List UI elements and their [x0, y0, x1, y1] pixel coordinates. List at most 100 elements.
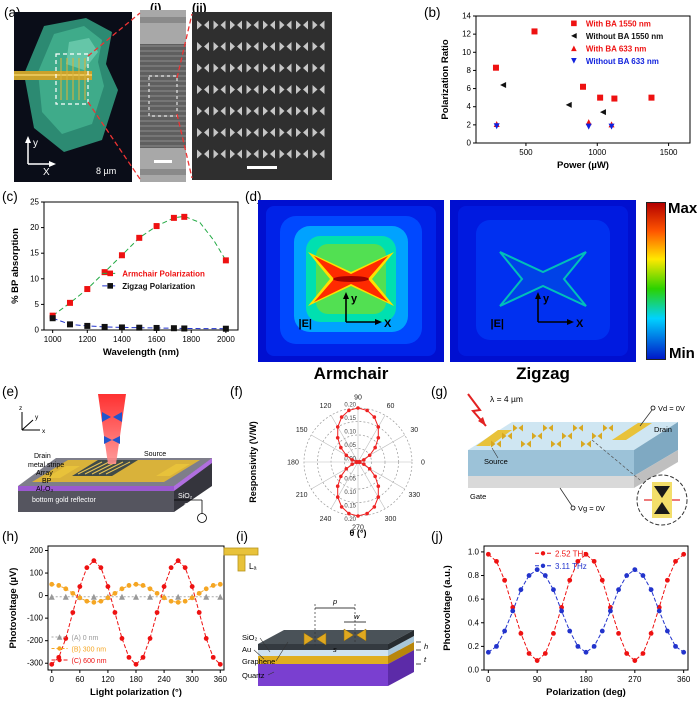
svg-text:0.10: 0.10	[344, 490, 356, 496]
svg-text:0.05: 0.05	[344, 477, 356, 483]
svg-text:1.0: 1.0	[468, 547, 480, 556]
svg-text:Armchair Polarization: Armchair Polarization	[122, 269, 205, 278]
bottom-electrode	[140, 148, 186, 182]
svg-text:3.11 THz: 3.11 THz	[555, 562, 587, 571]
panel-e-label: (e)	[2, 384, 19, 399]
axis-x-label: x	[42, 428, 46, 435]
svg-text:360: 360	[677, 675, 691, 684]
svg-text:Zigzag Polarization: Zigzag Polarization	[122, 282, 195, 291]
svg-text:Light polarization (°): Light polarization (°)	[90, 687, 182, 698]
svg-text:(A) 0 nm: (A) 0 nm	[72, 635, 99, 642]
svg-text:0: 0	[50, 675, 55, 684]
au-side	[388, 642, 414, 664]
colorbar-max-label: Max	[668, 200, 698, 217]
scale-bar-label: 8 µm	[96, 166, 116, 176]
h-label: h	[424, 642, 428, 651]
vd-terminal	[650, 405, 656, 411]
au-label: Au	[242, 645, 251, 654]
stripe-array-region	[140, 44, 186, 148]
slab-front	[468, 450, 634, 476]
slab-front	[18, 486, 174, 512]
axis-x-label: X	[43, 167, 50, 178]
sem-scale-bar	[247, 166, 277, 169]
svg-text:2.52 THz: 2.52 THz	[555, 549, 587, 558]
svg-text:Responsivity (V/W): Responsivity (V/W)	[248, 421, 258, 503]
thickness-ticks	[416, 641, 421, 665]
svg-text:With BA 1550 nm: With BA 1550 nm	[586, 19, 651, 28]
bowtie-array-sem-image	[192, 12, 332, 180]
pitch-label: p	[332, 597, 337, 606]
svg-text:0: 0	[421, 460, 425, 467]
svg-text:Photovoltage (a.u.): Photovoltage (a.u.)	[442, 565, 453, 651]
colorbar-min-label: Min	[669, 345, 695, 362]
y-arrowhead	[535, 292, 541, 299]
svg-text:200: 200	[30, 546, 44, 555]
svg-text:0.0: 0.0	[468, 666, 480, 675]
svg-text:Polarization (deg): Polarization (deg)	[546, 687, 626, 698]
svg-text:-100: -100	[27, 614, 44, 623]
svg-text:0.8: 0.8	[468, 571, 480, 580]
svg-text:1800: 1800	[182, 335, 200, 344]
vg-label: Vg = 0V	[578, 504, 605, 513]
y-arrowhead	[25, 136, 31, 143]
au-leader	[253, 649, 265, 660]
x-arrowhead	[49, 161, 56, 167]
field-map-zigzag: y X |E|	[450, 200, 636, 362]
x-arrowhead	[567, 319, 574, 325]
panel-f-label: (f)	[230, 384, 243, 399]
gap-label: s	[333, 645, 337, 654]
graphene-top	[258, 630, 414, 644]
svg-text:60: 60	[75, 675, 84, 684]
axes-arrows	[27, 140, 52, 165]
device-schematic-graphene: p w s h t SiO₂ Au Graphene Quartz	[240, 538, 435, 700]
y-arrowhead	[343, 292, 349, 299]
field-axes	[345, 296, 378, 323]
svg-text:270: 270	[352, 525, 364, 532]
sem-scale-bar	[154, 160, 172, 163]
contour-2	[476, 220, 610, 340]
gate-side	[634, 450, 678, 488]
source-label: Source	[484, 457, 508, 466]
svg-text:Without BA 1550 nm: Without BA 1550 nm	[586, 32, 663, 41]
svg-text:Power (µW): Power (µW)	[557, 160, 609, 171]
panel-j-label: (j)	[431, 529, 443, 544]
svg-text:2000: 2000	[217, 335, 235, 344]
construction-lines	[314, 604, 356, 646]
gate-front	[468, 476, 634, 488]
svg-text:0.20: 0.20	[344, 517, 356, 523]
al2o3-label: Al₂O₃	[36, 486, 53, 493]
chart-bp-absorption: 1000 1200 1400 1600 1800 2000 0 5 10 15 20 25 Wavele…	[8, 196, 244, 360]
axis-y-label: y	[351, 293, 358, 305]
svg-text:1000: 1000	[588, 148, 606, 157]
inset-bowtie-bottom	[654, 502, 670, 514]
svg-text:10: 10	[462, 48, 471, 57]
axis-z-label: z	[19, 405, 22, 412]
hotspot-gap	[333, 276, 369, 282]
axis-y-label: y	[33, 138, 38, 149]
svg-text:500: 500	[519, 148, 533, 157]
circuit-symbol	[174, 499, 207, 523]
gold-electrode-highlight	[14, 74, 92, 76]
svg-text:6: 6	[467, 84, 472, 93]
svg-text:150: 150	[296, 427, 308, 434]
si-label: Si	[184, 503, 191, 510]
optical-microscope-image: y X 8 µm	[14, 12, 132, 182]
sio2-layer-side	[174, 458, 212, 491]
axis-x-label: X	[576, 318, 584, 330]
svg-text:12: 12	[462, 30, 471, 39]
svg-text:0: 0	[39, 591, 44, 600]
t-bar-vertical	[237, 554, 246, 572]
svg-text:60: 60	[387, 403, 395, 410]
width-label: w	[354, 612, 360, 621]
inset-leader	[591, 439, 641, 481]
axis-y-label: y	[543, 293, 550, 305]
au-front	[258, 656, 388, 664]
graphene-leader	[275, 641, 289, 662]
inset-ii-label: (ii)	[192, 1, 207, 15]
panel-b-label: (b)	[424, 5, 441, 20]
svg-text:-200: -200	[27, 636, 44, 645]
beam-polarization-cones	[102, 412, 122, 444]
svg-text:Polarization Ratio: Polarization Ratio	[440, 39, 451, 119]
light-arrowhead	[478, 417, 486, 426]
svg-text:90: 90	[533, 675, 542, 684]
